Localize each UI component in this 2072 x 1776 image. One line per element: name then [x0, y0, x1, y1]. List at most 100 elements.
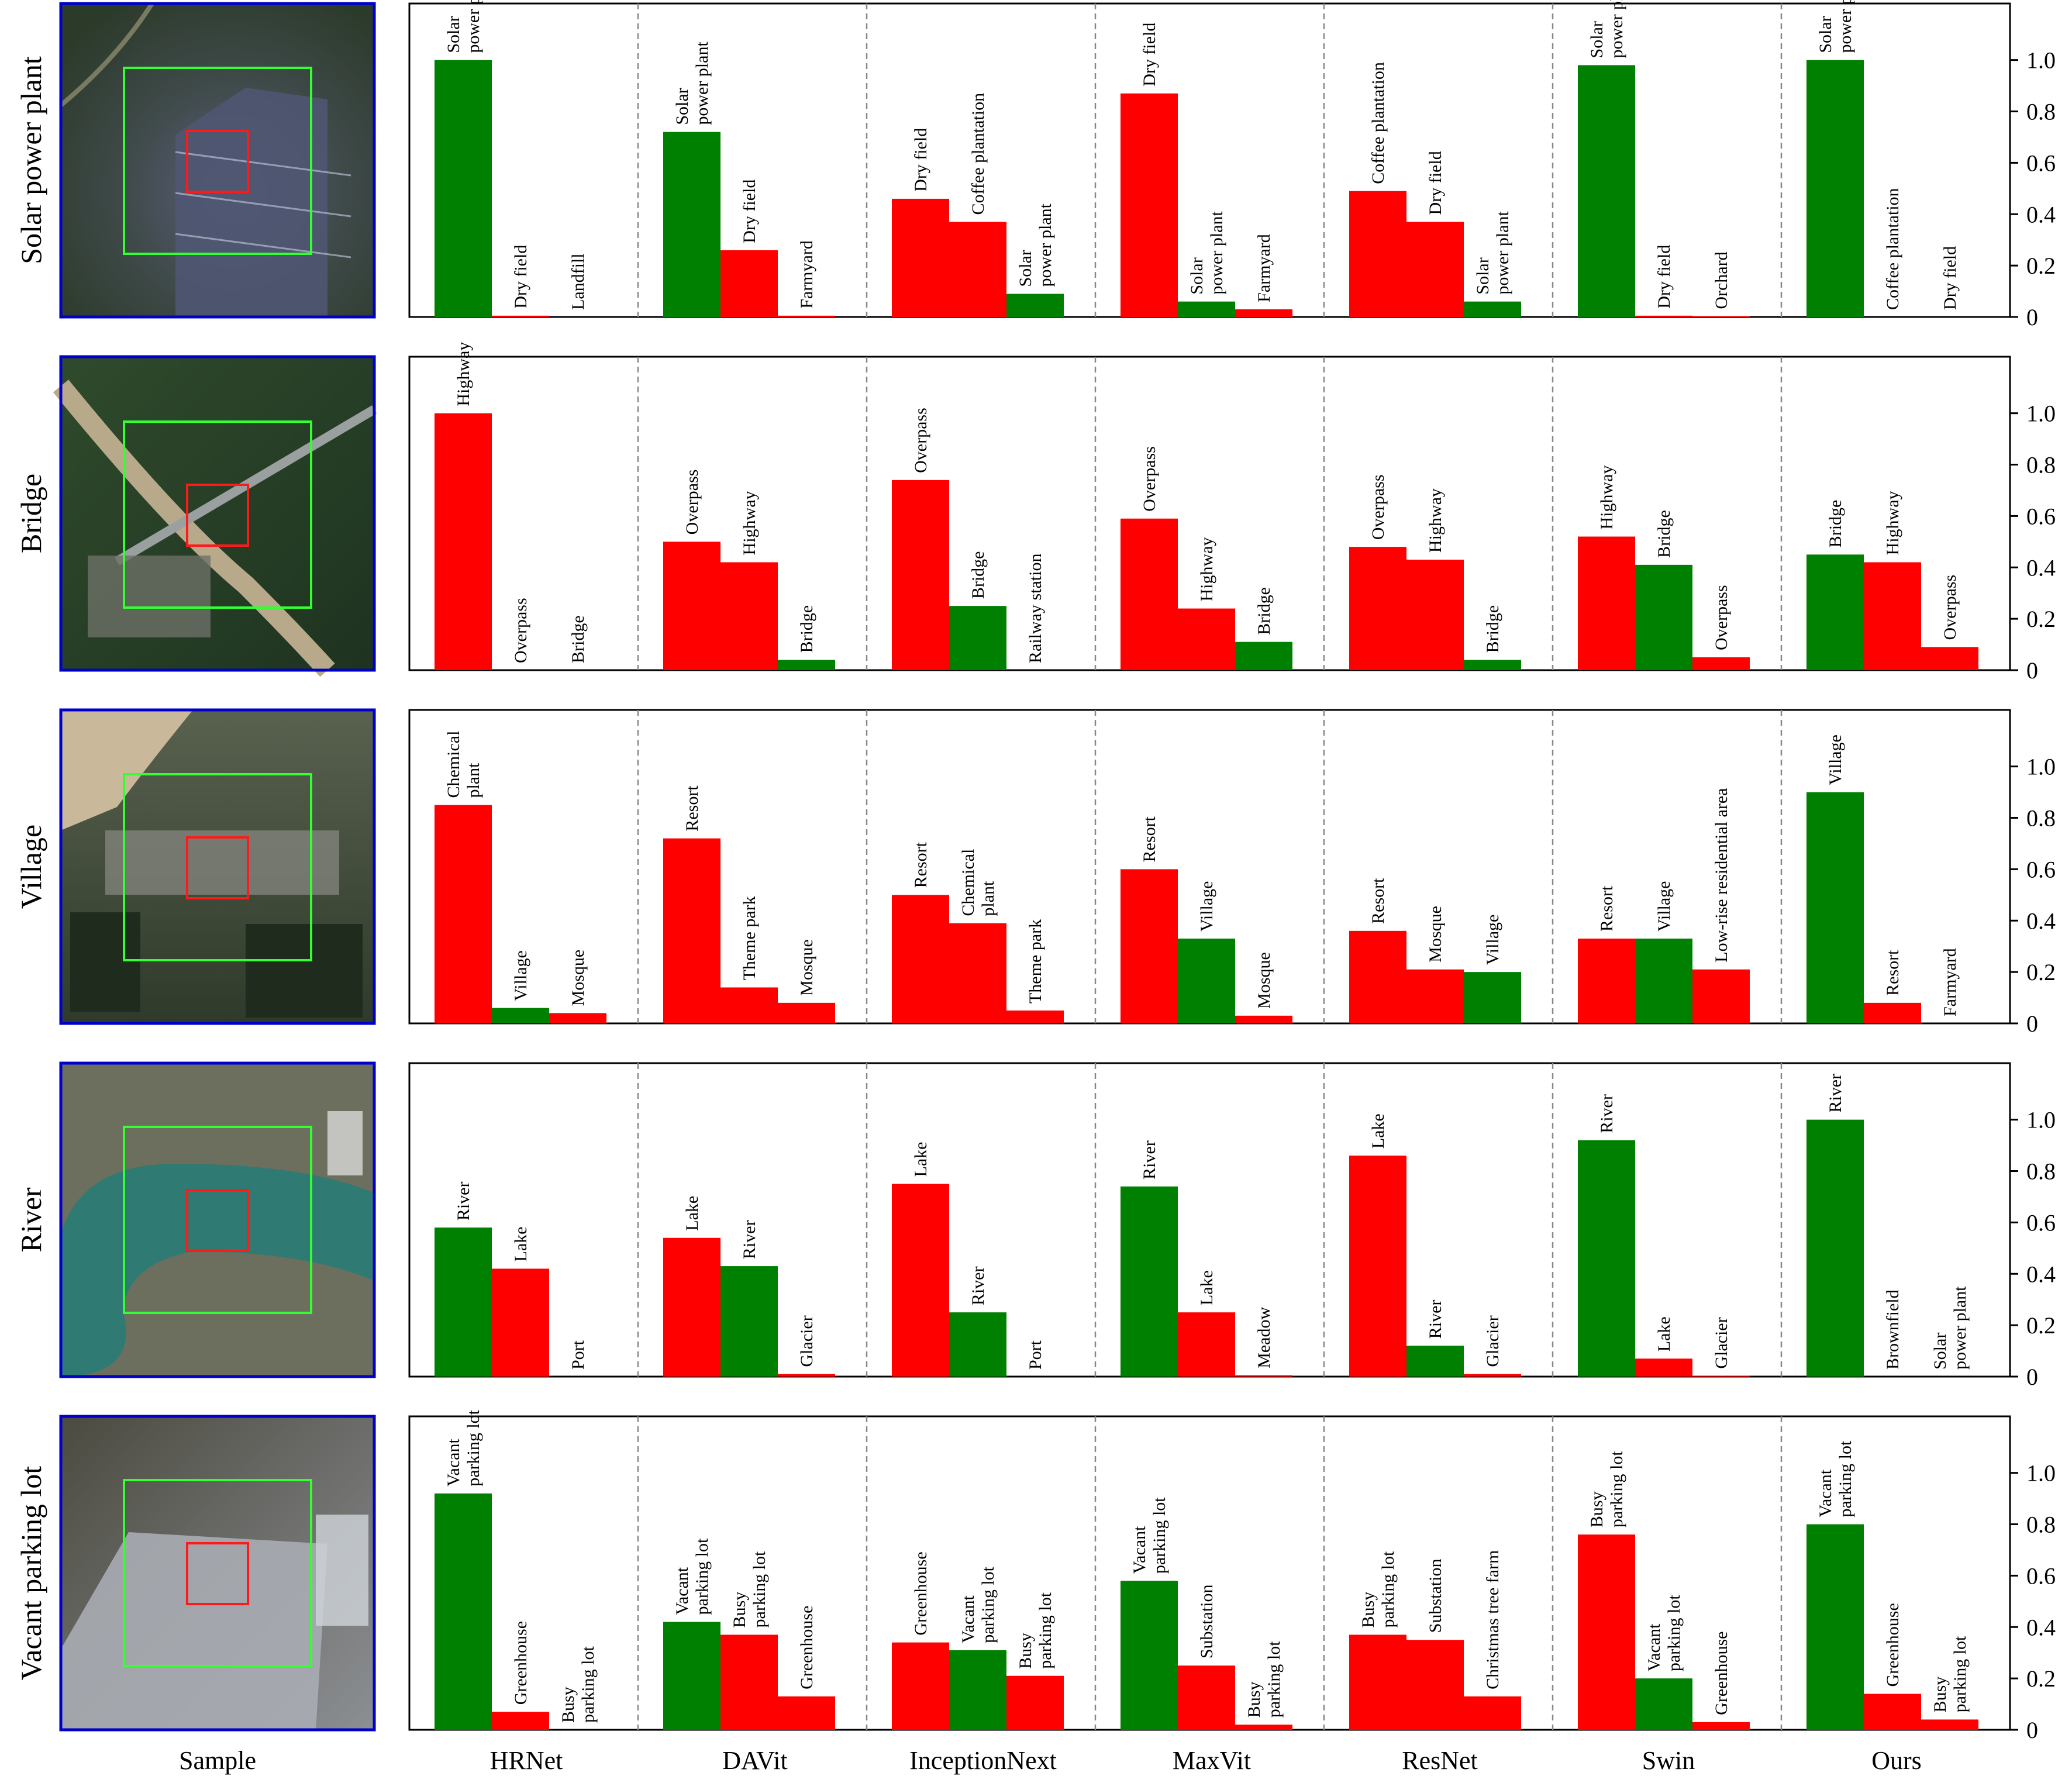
- bar: [1006, 294, 1064, 317]
- bar-label-line: Overpass: [911, 408, 930, 473]
- bar: [778, 1374, 835, 1377]
- bar-label-line: Railway station: [1026, 554, 1045, 663]
- bar-label-line: Busy: [1587, 1491, 1606, 1527]
- bar-label: Solarpower plant: [1587, 0, 1626, 58]
- bar-label: Solarpower plant: [1473, 211, 1512, 295]
- row-label-solar-power-plant: Solar power plant: [15, 56, 47, 264]
- bar-label: Low-rise residential area: [1712, 788, 1731, 963]
- bar-label: Glacier: [1483, 1315, 1502, 1367]
- bar-label: Chemicalplant: [444, 731, 483, 798]
- bar: [1806, 1119, 1864, 1377]
- bar-label: Overpass: [682, 470, 702, 535]
- bar-label-line: Greenhouse: [797, 1606, 816, 1689]
- bar-label: Village: [1654, 881, 1674, 932]
- bar-label: Village: [511, 950, 530, 1001]
- bar-label: Dry field: [740, 180, 759, 243]
- bar: [1006, 1675, 1064, 1730]
- y-tick-label: 0.6: [2026, 1563, 2056, 1589]
- bar-label-line: River: [1140, 1140, 1159, 1180]
- bar: [1006, 1011, 1064, 1023]
- row-label-village: Village: [15, 825, 47, 909]
- bar-label: Theme park: [1026, 919, 1045, 1003]
- bar-label-line: Bridge: [1254, 587, 1274, 635]
- bar-label-line: Mosque: [797, 939, 816, 996]
- bar-label: Overpass: [511, 598, 530, 663]
- bar-label: Village: [1483, 915, 1502, 965]
- bar-label-line: River: [968, 1267, 988, 1306]
- bar-label-line: Village: [1483, 915, 1502, 965]
- sample-image-village: [59, 708, 376, 1025]
- bar: [1921, 1719, 1978, 1730]
- bar-label-line: Dry field: [1426, 151, 1445, 215]
- bar-label: Resort: [1883, 950, 1902, 996]
- bar-label: Highway: [1597, 465, 1616, 530]
- bar-label-line: Mosque: [1254, 952, 1274, 1009]
- bar: [1692, 1722, 1750, 1730]
- row-label-vacant-parking-lot: Vacant parking lot: [15, 1466, 47, 1681]
- bar-label: River: [1140, 1140, 1159, 1180]
- bar-label-line: Resort: [1597, 885, 1616, 932]
- bar-label-line: Lake: [1368, 1113, 1388, 1149]
- bar-label-line: parking lot: [1836, 1440, 1855, 1517]
- bar: [1121, 1186, 1178, 1377]
- bar-label-line: Lake: [511, 1227, 530, 1262]
- bar: [1578, 1140, 1635, 1377]
- bar-label: Dry field: [1140, 23, 1159, 87]
- bar: [1635, 315, 1692, 317]
- bar: [720, 562, 778, 670]
- bar-label-line: Dry field: [511, 245, 530, 309]
- bar: [1349, 930, 1406, 1023]
- bar-label: Mosque: [1426, 906, 1445, 963]
- bar: [949, 606, 1006, 670]
- bar-label-line: power plant: [464, 0, 483, 53]
- bar-label-line: Solar: [1016, 250, 1035, 287]
- bar-label-line: Busy: [1359, 1592, 1378, 1628]
- y-tick-label: 0.2: [2026, 253, 2056, 279]
- bar-label-line: Resort: [682, 785, 702, 832]
- bar-label: Bridge: [1254, 587, 1274, 635]
- bar-label-line: Solar: [1816, 16, 1835, 53]
- bar: [720, 1266, 778, 1377]
- bar-label: Orchard: [1712, 251, 1731, 309]
- bar-label: Lake: [682, 1196, 702, 1231]
- bar: [1578, 65, 1635, 317]
- bar-label-line: Resort: [1883, 950, 1902, 996]
- bar-label: Busyparking lot: [1016, 1592, 1055, 1668]
- y-tick-label: 0.2: [2026, 959, 2056, 985]
- bar: [1864, 562, 1921, 670]
- bar-label: Coffee plantation: [1368, 62, 1388, 184]
- bar-label: Bridge: [797, 605, 816, 653]
- bar-label-line: Overpass: [682, 470, 702, 535]
- bar-label: River: [968, 1267, 988, 1306]
- y-tick-label: 1.0: [2026, 1460, 2056, 1487]
- bar-label-line: Bridge: [568, 615, 588, 663]
- bar-label-line: parking lot: [1664, 1595, 1684, 1671]
- y-tick-label: 0.6: [2026, 1209, 2056, 1236]
- bar-label: Dry field: [511, 245, 530, 309]
- bar-label: River: [1826, 1074, 1845, 1113]
- bar: [663, 1622, 720, 1730]
- row-label-river: River: [15, 1187, 47, 1252]
- bar: [778, 660, 835, 670]
- bar: [492, 315, 549, 317]
- bar-label: Port: [568, 1340, 588, 1370]
- bar-label-line: parking lot: [1150, 1497, 1169, 1574]
- bar-label-line: Vacant: [959, 1595, 978, 1643]
- bar-label-line: Dry field: [1654, 245, 1674, 309]
- bar: [435, 805, 492, 1023]
- bar-label-line: Highway: [454, 342, 473, 406]
- bar: [720, 1634, 778, 1730]
- bar-label: Highway: [1426, 488, 1445, 553]
- bar-label-line: Christmas tree farm: [1483, 1550, 1502, 1689]
- y-tick-label: 0: [2026, 1717, 2038, 1743]
- bar: [1349, 191, 1406, 317]
- bar-label: Lake: [1197, 1270, 1216, 1305]
- bar-label-line: Dry field: [1140, 23, 1159, 87]
- bar-label-line: Glacier: [1712, 1317, 1731, 1368]
- bar-label-line: Vacant: [1645, 1623, 1664, 1671]
- bar-label: Substation: [1426, 1559, 1445, 1633]
- bar: [1406, 222, 1464, 317]
- bar-label: Overpass: [1368, 474, 1388, 540]
- bar-label-line: Busy: [1016, 1633, 1035, 1669]
- bar-label: Busyparking lot: [1930, 1636, 1970, 1712]
